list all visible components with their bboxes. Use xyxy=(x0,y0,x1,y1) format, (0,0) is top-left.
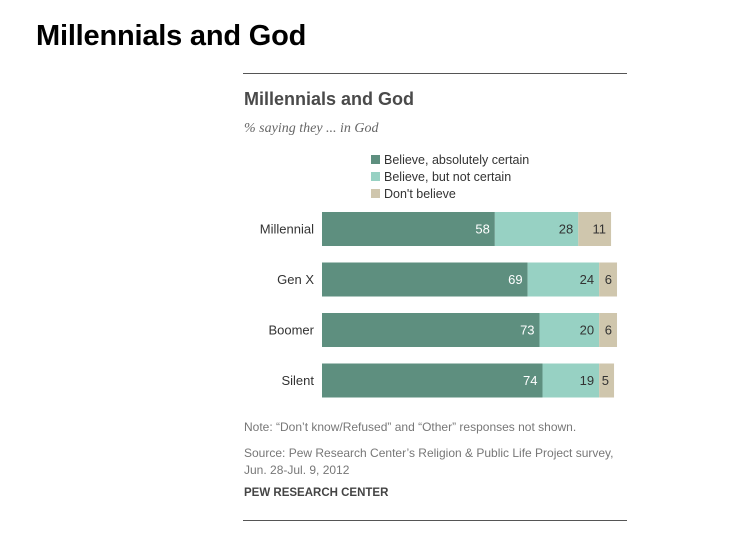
category-label: Millennial xyxy=(260,222,314,237)
category-label: Gen X xyxy=(277,272,314,287)
data-label: 6 xyxy=(605,272,612,287)
legend-label: Believe, but not certain xyxy=(384,169,512,184)
chart-source: Source: Pew Research Center’s Religion &… xyxy=(244,446,614,477)
data-label: 5 xyxy=(602,373,609,388)
legend-swatch xyxy=(371,172,380,181)
slide-title: Millennials and God xyxy=(36,20,307,52)
bar-segment xyxy=(599,262,618,297)
legend-item-certain: Believe, absolutely certain xyxy=(371,151,529,168)
data-label: 28 xyxy=(559,222,573,237)
data-label: 73 xyxy=(520,323,534,338)
bar-segment xyxy=(578,212,612,246)
data-label: 20 xyxy=(580,323,594,338)
data-label: 74 xyxy=(523,373,537,388)
chart-subtitle: % saying they ... in God xyxy=(244,121,379,136)
bar-segment xyxy=(539,313,600,347)
bar-segment xyxy=(322,313,540,347)
legend-label: Don't believe xyxy=(384,186,456,201)
chart-title: Millennials and God xyxy=(244,89,415,109)
bar-segment xyxy=(599,313,618,347)
legend-swatch xyxy=(371,189,380,198)
legend-swatch xyxy=(371,155,380,164)
bar-segment xyxy=(527,262,600,297)
data-label: 69 xyxy=(508,272,522,287)
data-label: 24 xyxy=(580,272,594,287)
category-label: Silent xyxy=(281,373,314,388)
legend-item-dont-believe: Don't believe xyxy=(371,185,529,202)
chart-note: Note: “Don’t know/Refused” and “Other” r… xyxy=(244,420,577,434)
top-divider xyxy=(243,73,627,74)
bottom-divider xyxy=(243,520,627,521)
data-label: 6 xyxy=(605,323,612,338)
bar-segment xyxy=(322,212,495,246)
bar-segment xyxy=(494,212,579,246)
bar-segment xyxy=(322,363,543,398)
bar-segment xyxy=(599,363,615,398)
legend-item-not-certain: Believe, but not certain xyxy=(371,168,529,185)
data-label: 19 xyxy=(580,373,594,388)
bar-segment xyxy=(322,262,528,297)
data-label: 58 xyxy=(475,222,489,237)
data-label: 11 xyxy=(593,222,607,237)
legend-label: Believe, absolutely certain xyxy=(384,152,530,167)
chart-legend: Believe, absolutely certain Believe, but… xyxy=(371,151,529,202)
category-label: Boomer xyxy=(268,323,314,338)
bar-segment xyxy=(542,363,600,398)
chart-credit: PEW RESEARCH CENTER xyxy=(244,487,389,499)
